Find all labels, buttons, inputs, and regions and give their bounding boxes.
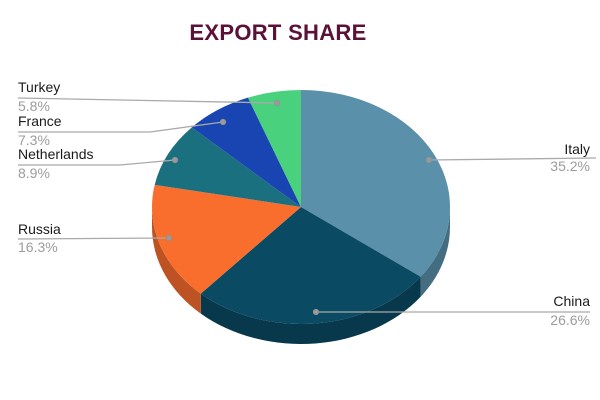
leader-line-russia	[17, 237, 170, 240]
leader-dot-france	[219, 118, 227, 126]
slice-label-france: France	[18, 113, 62, 129]
slice-label-netherlands: Netherlands	[18, 146, 94, 162]
leader-dot-netherlands	[171, 156, 179, 164]
slice-label-russia: Russia	[18, 221, 61, 237]
slice-pct-italy: 35.2%	[550, 158, 590, 174]
leader-dot-russia	[165, 234, 173, 242]
slice-pct-netherlands: 8.9%	[18, 165, 50, 181]
pie-slice-russia-side	[152, 207, 201, 314]
pie-slice-russia[interactable]	[151, 184, 301, 294]
leader-dot-china	[312, 308, 320, 316]
leader-dot-italy	[425, 156, 433, 164]
slice-pct-china: 26.6%	[550, 312, 590, 328]
slice-pct-russia: 16.3%	[18, 239, 58, 255]
slice-pct-turkey: 5.8%	[18, 98, 50, 114]
leader-line-italy	[428, 157, 597, 161]
slice-label-turkey: Turkey	[18, 79, 61, 95]
pie-slice-china[interactable]	[200, 207, 421, 324]
pie-slice-china-side	[200, 276, 421, 344]
slice-label-china: China	[553, 293, 590, 309]
leader-dot-turkey	[273, 99, 281, 107]
slice-label-italy: Italy	[564, 141, 590, 157]
chart-title: EXPORT SHARE	[189, 20, 367, 45]
pie-slice-italy[interactable]	[301, 90, 450, 277]
leader-line-netherlands	[18, 159, 176, 166]
pie-slice-france[interactable]	[191, 97, 301, 207]
leader-line-turkey	[17, 97, 278, 104]
pie-slice-turkey[interactable]	[247, 90, 301, 207]
leader-line-france	[18, 121, 224, 133]
slice-pct-france: 7.3%	[18, 132, 50, 148]
pie-slice-italy-side	[420, 207, 451, 297]
pie-slice-netherlands[interactable]	[154, 127, 301, 207]
